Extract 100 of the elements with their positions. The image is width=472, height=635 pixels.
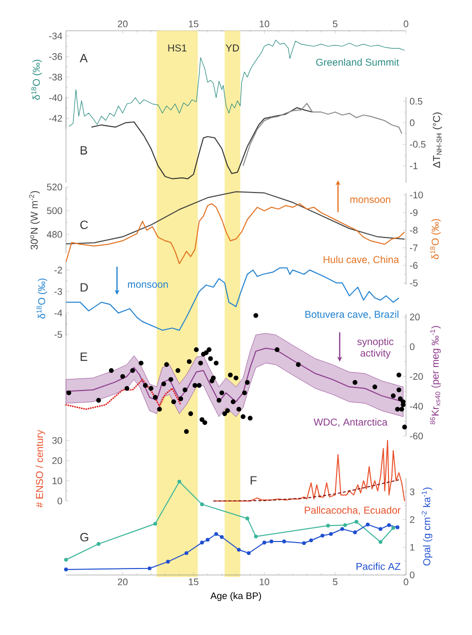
point [391, 526, 396, 530]
line-series [65, 203, 406, 264]
text: Pacific AZ [356, 562, 400, 570]
point [188, 411, 194, 416]
y-axis-title: ΔT$_{NH-SH}$ (°C) [432, 112, 442, 168]
y-tick-label: -2 [54, 266, 62, 274]
point [340, 527, 344, 531]
point [194, 347, 199, 352]
y-tick-label: 500 [46, 207, 62, 214]
point [378, 540, 382, 544]
x-tick-label: 0 [404, 578, 408, 586]
point [64, 558, 68, 562]
point [168, 377, 174, 382]
y-tick-label: -60 [410, 432, 423, 440]
y2-tick-label: -9 [410, 209, 418, 216]
point [157, 406, 162, 412]
point [244, 380, 250, 385]
point [148, 386, 154, 391]
point [270, 540, 274, 544]
point [262, 540, 266, 544]
series-label: Botuvera cave, Brazil [305, 310, 398, 320]
point [96, 398, 101, 403]
x-axis-title: Age (ka BP) [210, 592, 261, 601]
point [124, 386, 130, 391]
point [161, 382, 166, 386]
point [108, 368, 114, 373]
y2-tick-label: -7 [410, 244, 418, 252]
point [225, 408, 230, 414]
point [206, 347, 212, 352]
point [64, 568, 68, 572]
band-label: YD [226, 44, 239, 52]
y2-tick-label: -6 [410, 262, 418, 269]
y-tick-label: -42 [49, 114, 62, 122]
point [206, 538, 210, 542]
annotation: synoptic activity [357, 338, 394, 359]
point [200, 502, 204, 506]
annotation: monsoon [128, 282, 168, 288]
point [177, 480, 182, 484]
point [171, 399, 176, 404]
point [399, 406, 404, 412]
point [240, 414, 246, 420]
x-tick-label: 10 [260, 20, 270, 28]
point [178, 396, 184, 402]
point [302, 541, 306, 546]
line-series [90, 107, 313, 180]
point [208, 356, 213, 362]
x-tick-label: 5 [332, 20, 338, 28]
point [230, 399, 236, 404]
x-tick-label: 20 [118, 20, 128, 28]
y-tick-label: 0 [58, 498, 62, 504]
x-tick-label: 15 [188, 20, 198, 28]
y-axis-title: 30$^{o}$N (W m$^{-2}$) [29, 191, 40, 250]
point [246, 551, 251, 555]
annotation: B [80, 146, 88, 154]
y-tick-label: 520 [46, 184, 62, 190]
point [242, 390, 247, 396]
point [216, 398, 222, 403]
point [329, 532, 333, 536]
y-tick-label: 3 [410, 488, 414, 496]
series-label: Greenland Summit [316, 58, 399, 66]
point [186, 359, 192, 364]
x-tick-label: 10 [260, 578, 270, 586]
y-tick-label: 0 [410, 343, 414, 350]
point [176, 368, 180, 373]
y-tick-label: 30 [52, 437, 62, 444]
y-axis-title: Opal (g cm$^{-2}$ ka$^{-1}$) [422, 488, 432, 566]
point [228, 372, 233, 378]
series-label: Hulu cave, China [324, 256, 400, 264]
y-tick-label: 0 [410, 572, 414, 578]
point [309, 538, 313, 542]
point [372, 384, 378, 390]
point [320, 534, 324, 538]
point [138, 360, 144, 366]
point [219, 390, 224, 396]
annotation: A [80, 54, 88, 62]
annotation: monsoon [350, 198, 390, 204]
y2-tick-label: -8 [410, 226, 418, 234]
y-tick-label: 1 [410, 544, 414, 551]
point [130, 368, 135, 373]
x-tick-label: 15 [188, 578, 198, 586]
y-axis-title: δ$^{18}$O (‰) [36, 278, 48, 319]
point [378, 527, 382, 531]
point [236, 548, 241, 552]
y-tick-label: -36 [49, 53, 62, 60]
x-tick-label: 0 [404, 20, 408, 28]
y-tick-label: -34 [49, 32, 62, 40]
annotation: C [80, 220, 88, 230]
y-axis-title: # ENSO / century [36, 430, 46, 508]
point [184, 429, 189, 434]
point [200, 417, 204, 422]
point [220, 535, 224, 539]
point [274, 347, 280, 352]
band-label: HS1 [168, 44, 186, 52]
point [198, 360, 203, 366]
point [387, 523, 391, 528]
point [214, 360, 219, 366]
point [96, 542, 100, 546]
y-axis-title: $^{86}$Kr$_{xs40}$ (per meg ‰$^{-1}$) [430, 326, 441, 424]
point [326, 524, 330, 528]
annotation: G [80, 532, 88, 542]
